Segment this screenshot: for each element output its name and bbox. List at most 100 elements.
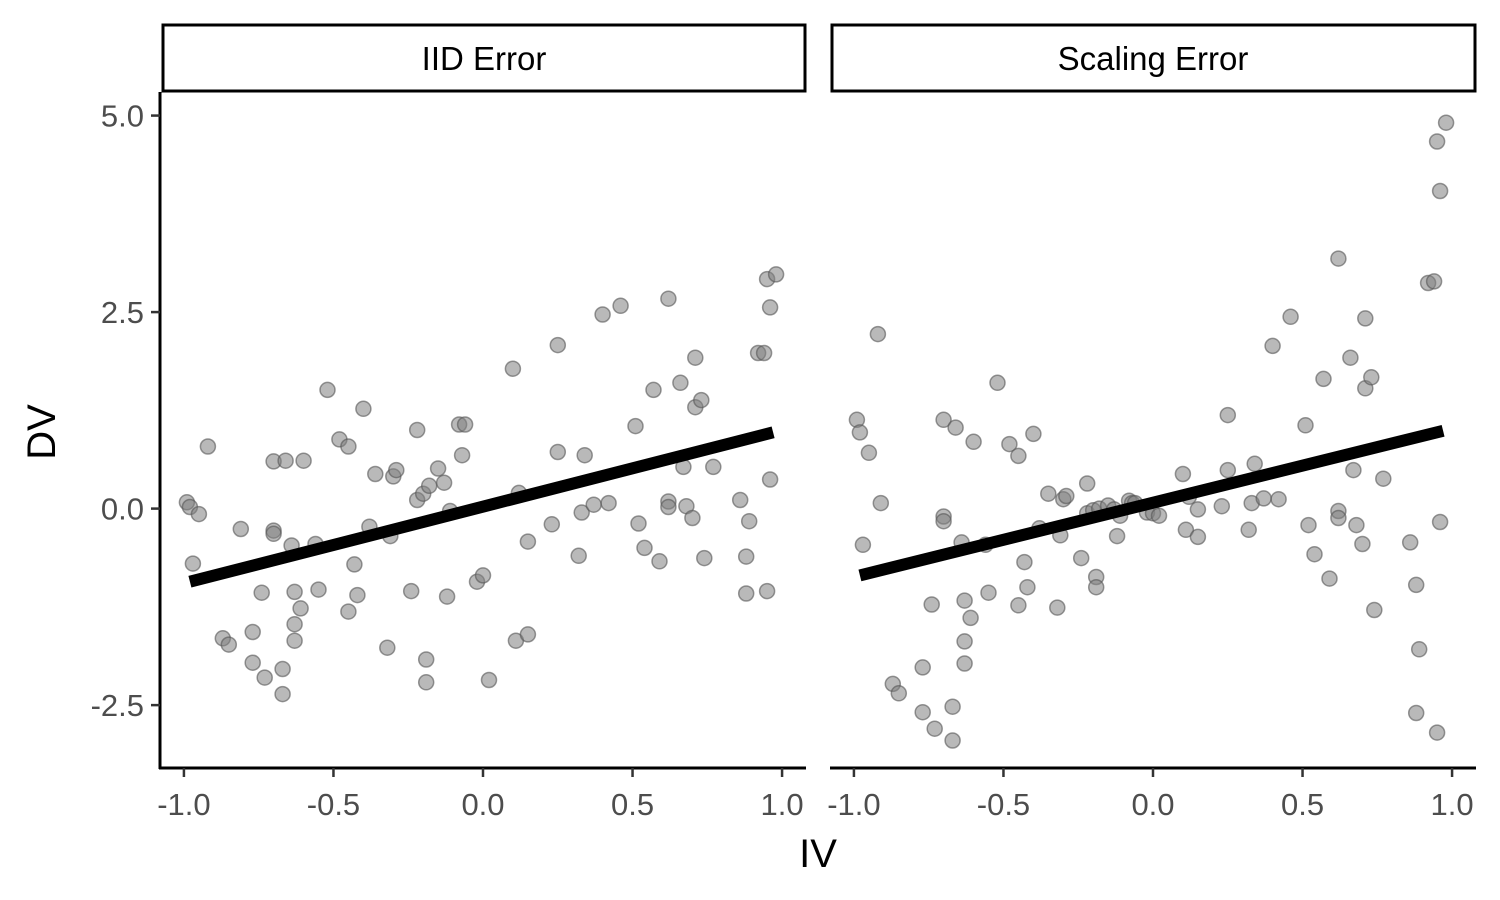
- data-point: [872, 494, 890, 512]
- data-point: [935, 411, 952, 429]
- data-point: [755, 344, 773, 362]
- data-point: [367, 465, 384, 483]
- data-point: [388, 461, 405, 479]
- panel-scaling-error: Scaling Error -1.0 -0.5 0.0 0.5 1.0: [827, 23, 1477, 822]
- data-point: [256, 669, 273, 686]
- data-point: [1354, 535, 1371, 553]
- data-point: [585, 496, 602, 513]
- y-tick-label: 2.5: [101, 295, 144, 330]
- x-tick-label: 0.0: [1131, 787, 1174, 822]
- data-point: [244, 623, 261, 641]
- data-point: [438, 588, 456, 605]
- data-point: [1375, 470, 1392, 487]
- data-point: [549, 336, 567, 354]
- data-point: [612, 297, 629, 315]
- data-point: [1282, 308, 1299, 326]
- data-point: [295, 452, 312, 469]
- data-point: [1213, 497, 1231, 515]
- points-layer: [178, 266, 785, 703]
- data-point: [340, 603, 357, 620]
- data-point: [417, 674, 435, 691]
- data-point: [1428, 133, 1446, 150]
- x-tick-label: 1.0: [761, 787, 804, 822]
- data-point: [600, 494, 617, 512]
- data-point: [1407, 704, 1425, 722]
- data-point: [1407, 576, 1425, 594]
- x-axis-title: IV: [799, 832, 837, 876]
- data-point: [636, 539, 653, 557]
- y-tick-label: 0.0: [101, 492, 144, 527]
- data-point: [504, 360, 522, 377]
- data-point: [944, 698, 961, 715]
- data-point: [740, 512, 758, 530]
- data-point: [549, 443, 567, 461]
- data-point: [1345, 461, 1362, 479]
- data-point: [244, 654, 261, 671]
- regression-line: [188, 426, 775, 588]
- data-point: [1425, 273, 1443, 290]
- data-point: [1078, 475, 1096, 492]
- data-point: [1330, 250, 1347, 267]
- data-point: [286, 615, 303, 633]
- data-point: [274, 685, 291, 703]
- data-point: [914, 659, 931, 676]
- data-point: [1410, 641, 1428, 658]
- data-point: [576, 446, 593, 464]
- x-tick-label: -1.0: [827, 787, 880, 822]
- x-tick-label: -0.5: [307, 787, 360, 822]
- data-point: [944, 732, 961, 749]
- data-point: [220, 636, 238, 653]
- data-point: [1428, 724, 1446, 741]
- data-point: [199, 438, 217, 455]
- data-point: [962, 609, 979, 627]
- data-point: [965, 433, 982, 451]
- data-point: [851, 424, 869, 441]
- data-point: [543, 516, 561, 533]
- x-tick-label: 0.5: [611, 787, 654, 822]
- y-ticks: -2.5 0.0 2.5 5.0: [91, 99, 160, 723]
- data-point: [1019, 578, 1036, 596]
- data-point: [594, 306, 611, 323]
- data-point: [1189, 501, 1207, 518]
- data-point: [914, 703, 931, 721]
- data-point: [277, 452, 294, 469]
- data-point: [274, 660, 291, 678]
- data-point: [319, 381, 336, 399]
- data-point: [651, 553, 668, 570]
- data-point: [989, 374, 1006, 392]
- data-point: [1150, 507, 1168, 524]
- data-point: [1058, 487, 1075, 505]
- data-point: [1174, 465, 1192, 483]
- data-point: [767, 266, 785, 283]
- data-point: [1321, 570, 1338, 587]
- data-point: [1357, 310, 1374, 327]
- data-point: [1431, 513, 1449, 531]
- data-point: [687, 349, 704, 366]
- data-point: [355, 400, 372, 418]
- data-point: [627, 417, 644, 435]
- data-point: [480, 671, 498, 689]
- data-point: [761, 471, 779, 488]
- data-point: [1001, 435, 1018, 453]
- data-point: [860, 444, 878, 462]
- data-point: [1010, 447, 1027, 465]
- data-point: [660, 290, 677, 307]
- data-point: [980, 584, 997, 601]
- data-point: [429, 460, 447, 477]
- data-point: [1363, 369, 1380, 386]
- data-point: [1255, 490, 1272, 507]
- data-point: [1306, 545, 1323, 563]
- data-point: [408, 421, 426, 439]
- data-point: [1087, 578, 1105, 596]
- x-tick-label: -1.0: [157, 787, 210, 822]
- data-point: [854, 536, 872, 554]
- data-point: [292, 600, 309, 617]
- data-point: [684, 509, 701, 527]
- data-point: [286, 632, 303, 649]
- points-layer: [848, 114, 1455, 749]
- panel-title: IID Error: [422, 40, 547, 77]
- panel-iid-error: IID Error -1.0 -0.5 0.0 0.5 1.0 -2.5 0.0 2.5 5.…: [91, 23, 807, 822]
- data-point: [630, 515, 647, 532]
- x-tick-label: 0.0: [461, 787, 504, 822]
